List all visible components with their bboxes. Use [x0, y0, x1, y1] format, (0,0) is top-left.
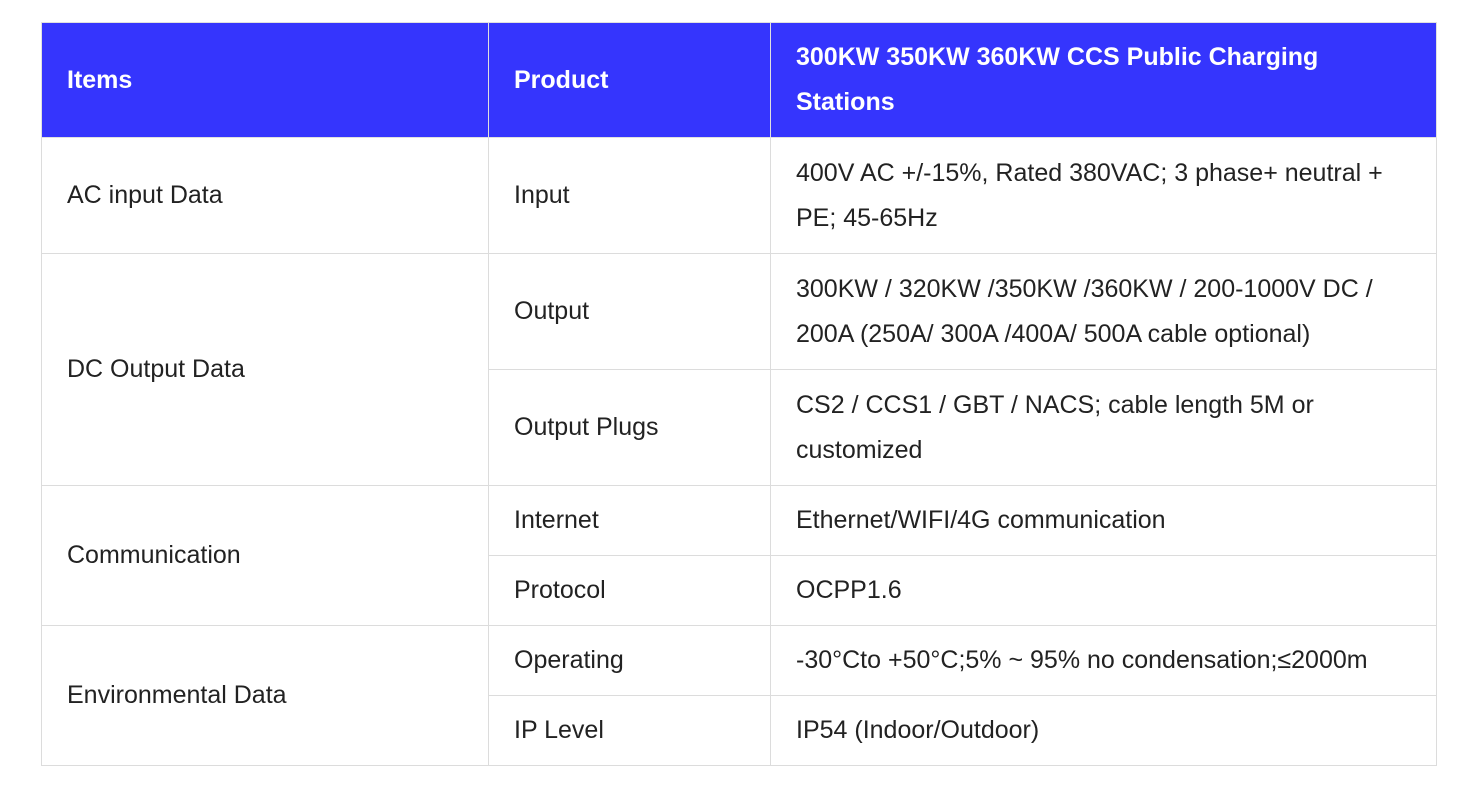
spec-cell: CS2 / CCS1 / GBT / NACS; cable length 5M…	[770, 369, 1437, 486]
spec-cell: OCPP1.6	[770, 555, 1437, 626]
header-cell: Items	[41, 22, 489, 138]
product-cell: Protocol	[488, 555, 771, 626]
spec-cell: Ethernet/WIFI/4G communication	[770, 485, 1437, 556]
header-cell: 300KW 350KW 360KW CCS Public Charging St…	[770, 22, 1437, 138]
product-cell: Output Plugs	[488, 369, 771, 486]
table-row: Output Plugs CS2 / CCS1 / GBT / NACS; cab…	[42, 369, 1437, 486]
item-cell: Environmental Data	[41, 625, 489, 766]
table-row: Environmental Data Operating -30°Cto +50°C…	[41, 625, 1437, 766]
header-cell: Product	[488, 22, 771, 138]
product-cell: IP Level	[488, 695, 771, 766]
spec-cell: 300KW / 320KW /350KW /360KW / 200-1000V …	[770, 253, 1437, 370]
product-cell: Input	[488, 137, 771, 254]
spec-cell: IP54 (Indoor/Outdoor)	[770, 695, 1437, 766]
spec-cell: -30°Cto +50°C;5% ~ 95% no condensation;≤…	[770, 625, 1437, 696]
product-cell: Output	[488, 253, 771, 370]
table-row: IP Level IP54 (Indoor/Outdoor)	[42, 695, 1437, 766]
table-row: DC Output Data Output 300KW / 320KW /350KW…	[41, 253, 1437, 486]
table-body: Items Product 300KW 350KW 360KW CCS Publ…	[41, 22, 1437, 766]
item-cell: Communication	[41, 485, 489, 626]
header-row: Items Product 300KW 350KW 360KW CCS Publ…	[41, 22, 1437, 138]
table-row: Communication Internet Ethernet/WIFI/4G co…	[41, 485, 1437, 626]
product-cell: Operating	[488, 625, 771, 696]
table-row: AC input Data Input 400V AC +/-15%, Rated …	[41, 137, 1437, 254]
item-cell: DC Output Data	[41, 253, 489, 486]
table-row: Protocol OCPP1.6	[42, 555, 1437, 626]
item-cell: AC input Data	[41, 137, 489, 254]
product-cell: Internet	[488, 485, 771, 556]
spec-table: Items Product 300KW 350KW 360KW CCS Publ…	[41, 22, 1437, 766]
spec-cell: 400V AC +/-15%, Rated 380VAC; 3 phase+ n…	[770, 137, 1437, 254]
